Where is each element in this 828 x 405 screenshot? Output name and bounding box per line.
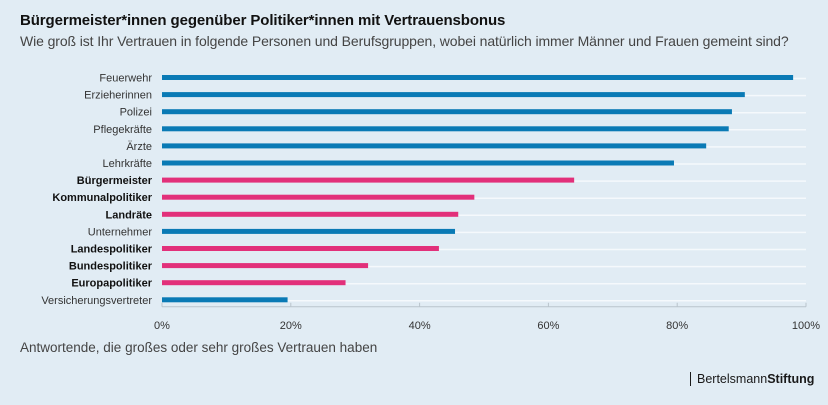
bar-ärzte [162, 143, 707, 149]
category-label: Pflegekräfte [93, 124, 152, 136]
category-label: Feuerwehr [99, 73, 152, 85]
bar-landespolitiker [162, 246, 439, 251]
category-label: Versicherungsvertreter [41, 295, 152, 307]
bertelsmann-stiftung-logo: BertelsmannStiftung [690, 372, 814, 386]
x-tick-label: 60% [537, 320, 559, 332]
x-axis: 0% 20% 40% 60% 80% 100% [154, 302, 820, 332]
category-label: Bürgermeister [77, 175, 153, 187]
category-label: Polizei [120, 107, 152, 119]
bar-pflegekräfte [162, 126, 729, 132]
category-label: Kommunalpolitiker [52, 192, 152, 204]
category-label: Landräte [106, 209, 152, 221]
category-label: Europapolitiker [71, 278, 152, 290]
category-label: Landespolitiker [71, 244, 153, 256]
x-tick-label: 100% [792, 320, 820, 332]
x-tick-label: 40% [409, 320, 431, 332]
bar-kommunalpolitiker [162, 194, 475, 200]
logo-bold: Stiftung [767, 372, 815, 386]
bar-bürgermeister [162, 177, 575, 183]
chart-subtitle: Wie groß ist Ihr Vertrauen in folgende P… [20, 33, 789, 49]
bars [162, 75, 794, 303]
x-tick-label: 80% [666, 320, 688, 332]
category-label: Unternehmer [88, 226, 153, 238]
bar-erzieherinnen [162, 92, 745, 98]
x-tick-label: 20% [280, 320, 302, 332]
category-label: Bundespolitiker [69, 261, 153, 273]
bar-europapolitiker [162, 280, 346, 286]
bar-lehrkräfte [162, 160, 674, 166]
axis-note: Antwortende, die großes oder sehr großes… [20, 340, 378, 355]
bar-unternehmer [162, 228, 456, 234]
bar-bundespolitiker [162, 263, 369, 269]
x-tick-label: 0% [154, 320, 170, 332]
chart-title: Bürgermeister*innen gegenüber Politiker*… [20, 12, 506, 29]
category-label: Lehrkräfte [102, 158, 152, 170]
category-labels: Feuerwehr Erzieherinnen Polizei Pflegekräft… [41, 73, 152, 307]
bar-versicherungsvertreter [162, 297, 288, 303]
bar-landräte [162, 211, 459, 217]
logo-regular: Bertelsmann [697, 372, 768, 386]
bar-feuerwehr [162, 75, 794, 80]
bar-polizei [162, 109, 732, 115]
category-label: Erzieherinnen [84, 90, 152, 102]
category-label: Ärzte [126, 141, 152, 153]
